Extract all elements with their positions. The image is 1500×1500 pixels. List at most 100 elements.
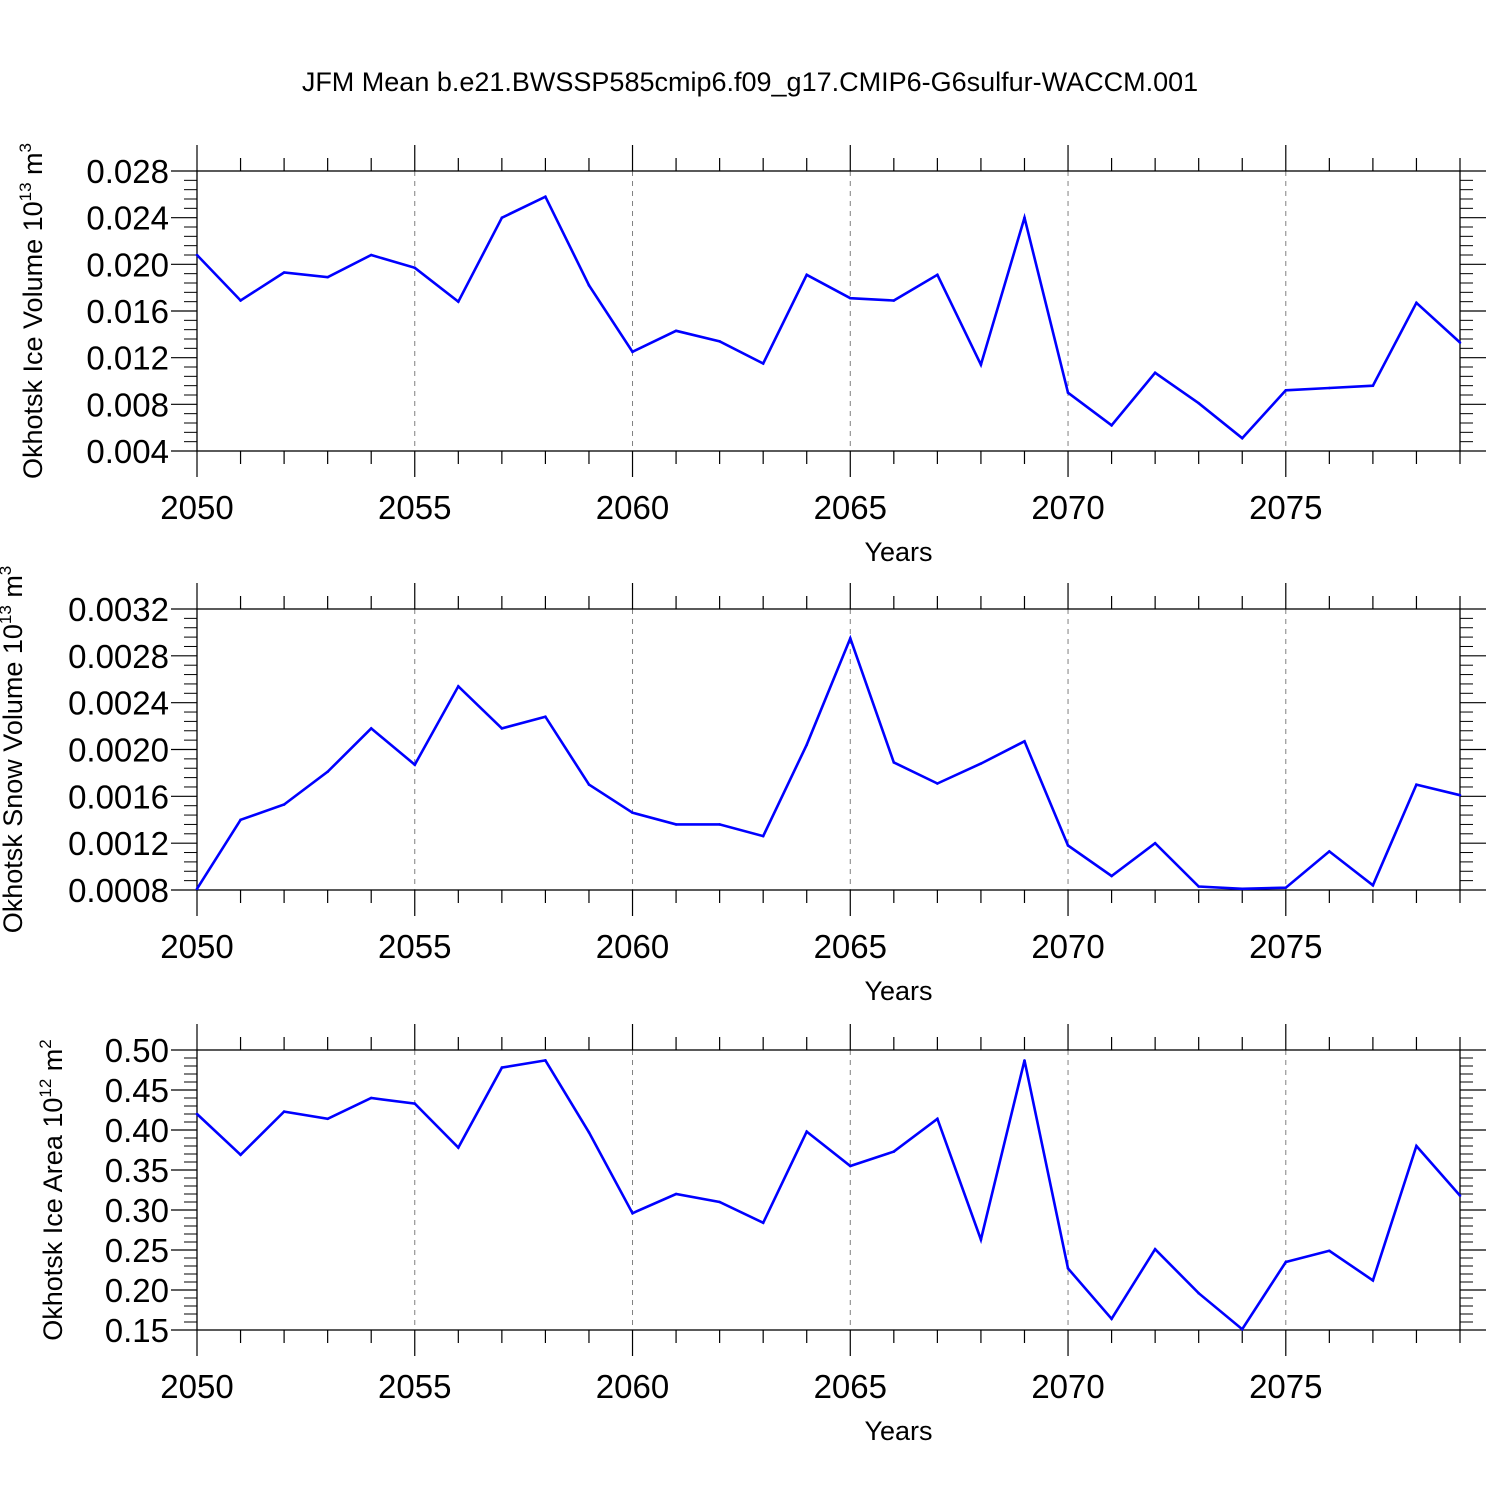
x-tick-label: 2060 xyxy=(596,489,669,526)
y-tick-label: 0.0028 xyxy=(68,638,169,675)
data-point xyxy=(979,762,983,765)
y-tick-label: 0.024 xyxy=(86,200,169,237)
data-point xyxy=(1153,841,1157,845)
x-tick-label: 2055 xyxy=(378,1368,451,1405)
y-tick-label: 0.016 xyxy=(86,293,169,330)
data-point xyxy=(1066,1267,1070,1270)
data-point xyxy=(761,362,765,365)
data-point xyxy=(544,195,547,198)
y-tick-label: 0.028 xyxy=(86,153,169,190)
y-tick-label: 0.004 xyxy=(86,433,169,470)
data-point xyxy=(195,887,199,891)
figure-title: JFM Mean b.e21.BWSSP585cmip6.f09_g17.CMI… xyxy=(301,67,1199,97)
data-point xyxy=(457,1146,460,1149)
series-line xyxy=(196,194,1461,440)
y-tick-label: 0.40 xyxy=(105,1112,169,1149)
data-point xyxy=(1458,341,1462,344)
y-tick-label: 0.008 xyxy=(86,386,169,423)
data-point xyxy=(892,299,896,302)
data-point xyxy=(718,340,721,343)
y-tick-label: 0.25 xyxy=(105,1232,169,1269)
data-point xyxy=(587,284,591,287)
data-point xyxy=(1371,1279,1375,1282)
data-point xyxy=(936,273,939,277)
data-point xyxy=(718,1200,721,1204)
data-point xyxy=(369,253,373,257)
data-point xyxy=(936,1117,939,1121)
data-point xyxy=(587,1131,591,1134)
data-point xyxy=(631,350,634,354)
data-point xyxy=(1153,1247,1157,1251)
data-point xyxy=(326,770,329,774)
y-tick-label: 0.0016 xyxy=(68,778,169,815)
panel-snow-volume: 0.0008 0.0012 0.0016 0.0020 0.0024 0.0028 0.00… xyxy=(0,566,1486,1006)
y-tick-label: 0.0020 xyxy=(68,732,169,769)
data-point xyxy=(413,266,417,270)
x-tick-label: 2065 xyxy=(814,928,887,965)
y-tick-label: 0.20 xyxy=(105,1272,169,1309)
data-point xyxy=(1240,1327,1244,1331)
data-point xyxy=(282,803,286,806)
plot-frame xyxy=(196,608,1461,891)
data-point xyxy=(1066,844,1070,847)
y-tick-label: 0.30 xyxy=(105,1192,169,1229)
data-point xyxy=(239,299,242,302)
data-point xyxy=(544,1059,547,1062)
data-point xyxy=(1110,424,1113,427)
data-point xyxy=(1240,887,1244,891)
data-point xyxy=(1415,1144,1418,1148)
data-point xyxy=(1328,1249,1331,1253)
data-point xyxy=(1066,391,1070,394)
data-point xyxy=(587,783,591,786)
data-point xyxy=(1284,886,1288,889)
x-tick-label: 2070 xyxy=(1031,928,1104,965)
data-point xyxy=(848,1164,852,1168)
data-point xyxy=(282,1110,286,1113)
x-tick-label: 2050 xyxy=(160,1368,233,1405)
data-point xyxy=(413,1102,417,1105)
y-axis-title: Okhotsk Ice Area 1012 m2 xyxy=(36,1039,68,1341)
series-line xyxy=(195,634,1461,891)
data-point xyxy=(936,782,939,785)
plot-frame xyxy=(196,170,1461,452)
data-point xyxy=(544,715,547,719)
data-point xyxy=(805,743,809,747)
data-point xyxy=(326,275,329,279)
data-point xyxy=(369,1096,373,1100)
data-point xyxy=(326,1117,329,1121)
data-point xyxy=(369,727,373,730)
data-point xyxy=(979,363,983,366)
y-tick-label: 0.50 xyxy=(105,1032,169,1069)
x-tick-label: 2075 xyxy=(1249,928,1322,965)
data-point xyxy=(1415,783,1418,786)
data-point xyxy=(674,329,678,333)
data-point xyxy=(892,761,896,764)
data-point xyxy=(805,273,809,277)
x-axis-title: Years xyxy=(864,537,932,567)
y-tick-label: 0.35 xyxy=(105,1152,169,1189)
data-point xyxy=(1458,1194,1462,1197)
data-point xyxy=(1023,216,1026,219)
data-point xyxy=(1284,1260,1288,1264)
data-point xyxy=(500,1066,504,1069)
x-tick-label: 2075 xyxy=(1249,1368,1322,1405)
data-point xyxy=(413,763,417,767)
x-tick-label: 2060 xyxy=(596,1368,669,1405)
data-point xyxy=(1110,1317,1113,1321)
y-tick-label: 0.0024 xyxy=(68,685,169,722)
data-point xyxy=(631,1211,634,1215)
x-axis-title: Years xyxy=(864,976,932,1006)
x-tick-label: 2075 xyxy=(1249,489,1322,526)
y-tick-label: 0.0032 xyxy=(68,591,169,628)
y-tick-label: 0.0008 xyxy=(68,872,169,909)
data-point xyxy=(848,636,852,640)
data-point xyxy=(500,727,504,730)
data-point xyxy=(674,1192,678,1196)
data-point xyxy=(1240,436,1244,440)
x-tick-label: 2070 xyxy=(1031,489,1104,526)
data-point xyxy=(239,818,242,822)
data-point xyxy=(1153,371,1157,375)
x-tick-label: 2055 xyxy=(378,928,451,965)
data-point xyxy=(1415,301,1418,305)
